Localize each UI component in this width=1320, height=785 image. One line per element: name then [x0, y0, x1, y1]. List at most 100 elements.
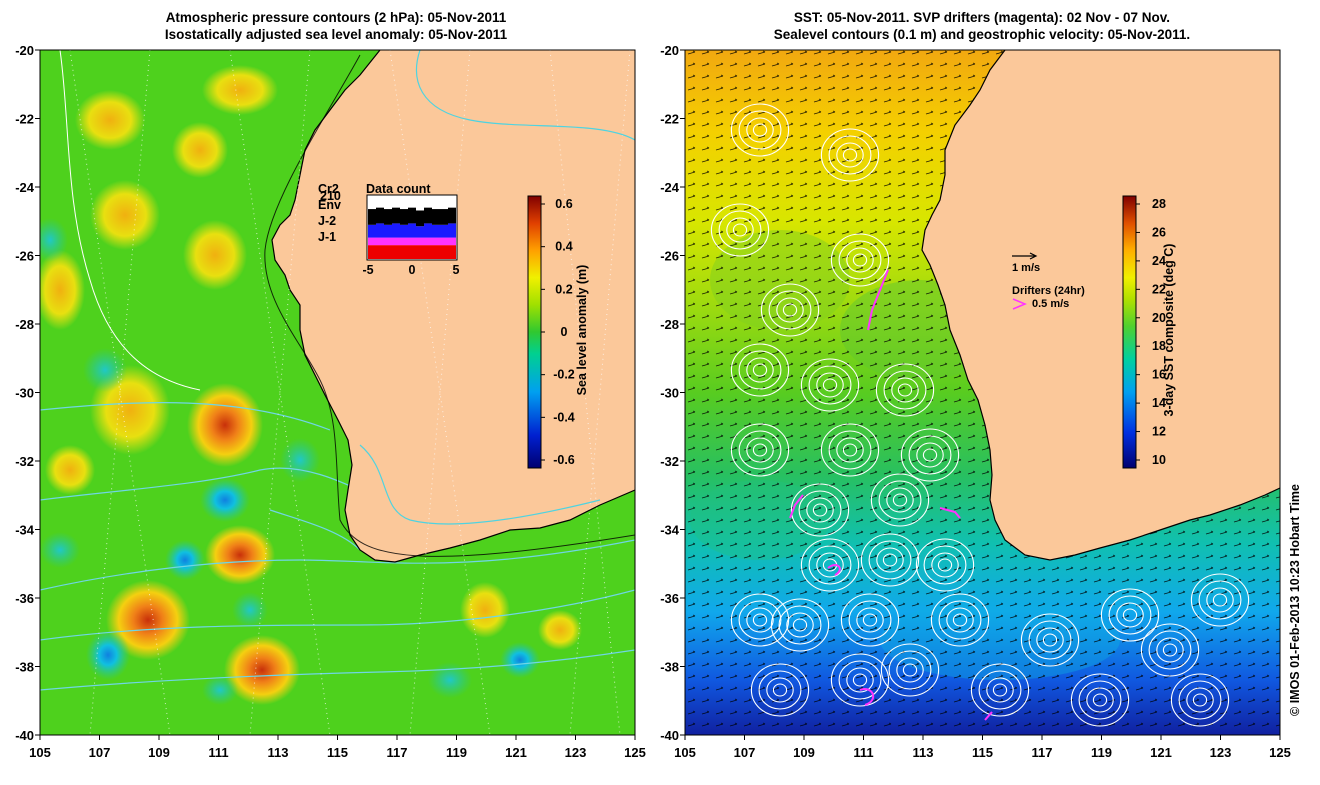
count-bar-env [376, 223, 384, 238]
sla-colorbar-gradient [527, 195, 542, 469]
left-titles: Atmospheric pressure contours (2 hPa): 0… [165, 10, 508, 42]
count-bar-j2 [440, 237, 448, 246]
eddy-contour [882, 553, 898, 567]
left-lon-tick-label: 117 [387, 745, 408, 760]
eddy-contour [738, 600, 782, 640]
left-lon-tick-label: 111 [208, 745, 228, 760]
sst-colorbar-label: 3-day SST composite (deg C) [1162, 244, 1176, 417]
colorbar-tick-label: 24 [1152, 254, 1166, 268]
left-lon-axis: 105 107 109 111 113 115 117 119 121 123 125 [29, 735, 646, 760]
count-bar-j1 [440, 245, 448, 259]
eddy-contour [786, 612, 814, 638]
count-bar-j2 [448, 237, 456, 246]
left-lat-tick-label: -28 [15, 317, 34, 332]
eddy-contour [842, 443, 858, 457]
left-lon-tick-label: 123 [565, 745, 587, 760]
eddy-contour [772, 683, 788, 697]
eddy-contour [816, 372, 844, 398]
left-lon-tick-label: 119 [446, 745, 467, 760]
count-bar-j1 [400, 245, 408, 259]
eddy-contour [915, 538, 975, 592]
altimeter-tracks [69, 50, 631, 735]
count-bar-j1 [368, 245, 376, 259]
sst-colorbar-ticks: 28 26 24 22 20 18 16 14 12 10 [1136, 197, 1166, 467]
imos-credit: © IMOS 01-Feb-2013 10:23 Hobart Time [1288, 484, 1302, 716]
pressure-contours [40, 50, 635, 691]
eddy-contour [760, 283, 820, 337]
colorbar-tick-label: 12 [1152, 425, 1166, 439]
left-lat-tick-label: -34 [15, 523, 35, 538]
eddy-contour [1170, 673, 1230, 727]
eddy-contour [768, 290, 812, 330]
data-count-inset: Data count Cr2 Env J-2 J-1 210 -5 0 5 [318, 182, 460, 277]
count-axis-label: 0 [409, 263, 416, 277]
eddy-contour [970, 663, 1030, 717]
right-lon-tick-label: 121 [1150, 745, 1172, 760]
count-bar-j2 [376, 237, 384, 246]
right-lat-tick-label: -30 [660, 386, 679, 401]
eddy-contour [820, 423, 880, 477]
eddy-contour [738, 350, 782, 390]
eddy-contour [746, 437, 774, 463]
eddy-contour [937, 558, 953, 572]
eddy-contour [1162, 643, 1178, 657]
eddy-contour [888, 650, 932, 690]
eddy-contour [792, 618, 808, 632]
eddy-contour [902, 663, 918, 677]
right-lon-tick-label: 105 [674, 745, 696, 760]
eddy-contour [746, 607, 774, 633]
count-bar-cr2 [400, 209, 408, 225]
mission-label: Cr2 [318, 182, 339, 196]
sla-colorbar-label: Sea level anomaly (m) [575, 265, 589, 396]
count-bar-j2 [424, 237, 432, 246]
data-count-title: Data count [366, 182, 431, 196]
eddy-contour [992, 683, 1008, 697]
count-bar-j2 [416, 237, 424, 246]
eddy-contour [738, 430, 782, 470]
left-lon-tick-label: 125 [624, 745, 646, 760]
eddy-contour [896, 657, 924, 683]
eddy-contour [798, 490, 842, 530]
mission-label: J-2 [318, 214, 336, 228]
sla-colorbar-ticks: 0.6 0.4 0.2 0 -0.2 -0.4 -0.6 [541, 197, 575, 467]
eddy-contour [730, 103, 790, 157]
drifter-arrow-icon [1012, 298, 1027, 310]
eddy-contour [782, 303, 798, 317]
eddy-contour [1192, 693, 1208, 707]
right-lon-tick-label: 117 [1032, 745, 1053, 760]
colorbar-tick-label: 0.6 [555, 197, 572, 211]
right-lon-axis: 105 107 109 111 113 115 117 119 121 123 125 [674, 735, 1291, 760]
eddy-contour [1028, 620, 1072, 660]
mission-extra-label: 210 [320, 189, 341, 203]
data-count-bars [368, 207, 456, 259]
eddy-contour [846, 667, 874, 693]
mission-label: J-1 [318, 230, 336, 244]
colorbar-tick-label: -0.2 [553, 368, 575, 382]
colorbar-tick-label: 22 [1152, 282, 1166, 296]
eddy-contour [770, 598, 830, 652]
eddy-contour [806, 497, 834, 523]
colorbar-tick-label: -0.4 [553, 410, 575, 424]
svp-drifter-tracks [789, 269, 993, 721]
sla-map [40, 50, 635, 735]
eddy-contour [766, 677, 794, 703]
colorbar-tick-label: -0.6 [553, 453, 575, 467]
eddy-contour [776, 297, 804, 323]
count-bar-cr2 [416, 210, 424, 227]
eddy-contour [746, 117, 774, 143]
count-bar-j1 [384, 245, 392, 259]
count-bar-j2 [368, 237, 376, 246]
right-lon-tick-label: 107 [734, 745, 756, 760]
eddy-contour [876, 547, 904, 573]
eddy-contour [1198, 580, 1242, 620]
eddy-contour [800, 358, 860, 412]
colorbar-tick-label: 0.4 [555, 240, 572, 254]
eddy-contour [923, 545, 967, 585]
eddy-contour [752, 363, 768, 377]
eddy-contour [892, 493, 908, 507]
eddy-contour [875, 363, 935, 417]
right-lat-axis: -20 -22 -24 -26 -28 -30 -32 -34 -36 -38 -40 [660, 43, 685, 743]
right-lon-tick-label: 109 [793, 745, 815, 760]
sla-colorbar: 0.6 0.4 0.2 0 -0.2 -0.4 -0.6 Sea level anomaly… [527, 195, 589, 469]
mission-label: Env [318, 198, 341, 212]
